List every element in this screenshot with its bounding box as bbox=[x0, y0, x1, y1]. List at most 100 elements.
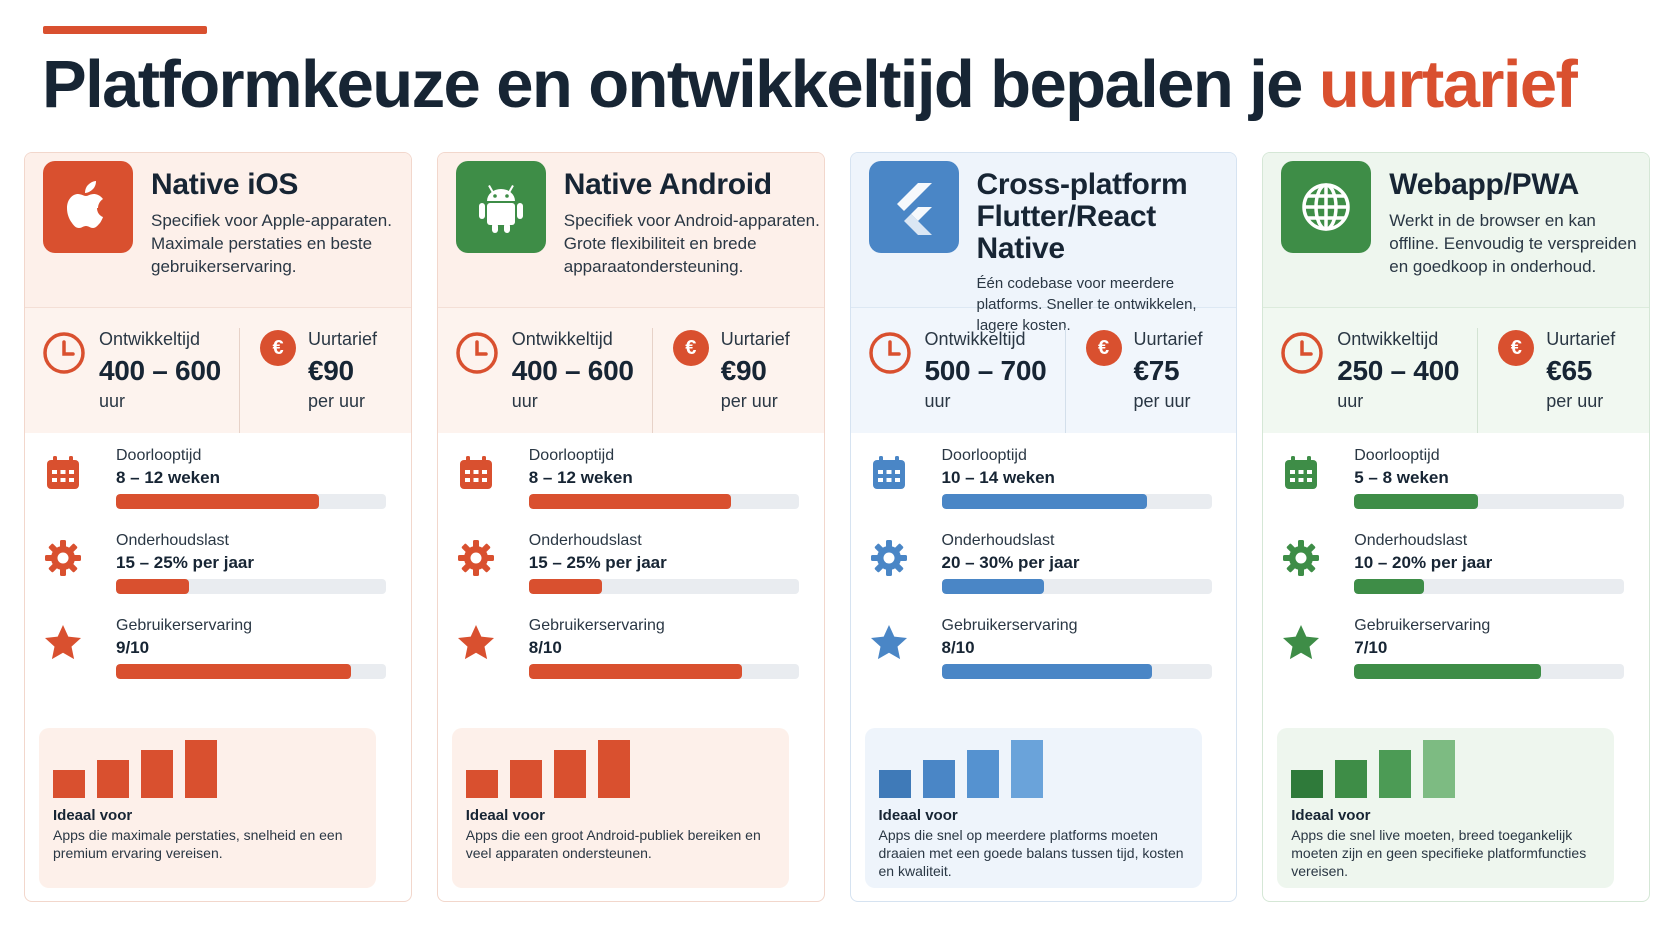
stat-value: 20 – 30% per jaar bbox=[941, 553, 1080, 572]
stat-onderhoudslast: Onderhoudslast 10 – 20% per jaar bbox=[1281, 530, 1649, 615]
dev-time-metric: Ontwikkeltijd 400 – 600 uur bbox=[25, 328, 240, 433]
bar bbox=[465, 770, 498, 798]
progress-fill bbox=[116, 664, 351, 679]
card-title: Native iOS bbox=[151, 168, 299, 201]
ideal-for-box: Ideaal voor Apps die snel op meerdere pl… bbox=[864, 728, 1202, 888]
stat-label: Doorlooptijd bbox=[528, 447, 615, 464]
android-icon bbox=[455, 161, 546, 253]
bar bbox=[141, 750, 173, 798]
progress-fill bbox=[116, 579, 189, 594]
stat-progress-bar bbox=[1354, 579, 1625, 594]
bar bbox=[1423, 740, 1456, 798]
stat-label: Gebruikerservaring bbox=[941, 617, 1078, 634]
calendar-icon bbox=[872, 456, 905, 489]
rate-value: €90 bbox=[720, 355, 767, 386]
bar bbox=[966, 750, 999, 798]
stat-value: 8/10 bbox=[941, 638, 975, 657]
stat-value: 8/10 bbox=[528, 638, 562, 657]
rate-metric: € Uurtarief €75 per uur bbox=[1066, 328, 1203, 433]
metrics-row: Ontwikkeltijd 400 – 600 uur € Uurtarief … bbox=[25, 308, 411, 433]
bar bbox=[1335, 760, 1368, 798]
stat-value: 15 – 25% per jaar bbox=[116, 553, 254, 572]
stat-gebruikerservaring: Gebruikerservaring 9/10 bbox=[43, 615, 411, 700]
stat-value: 5 – 8 weken bbox=[1354, 468, 1449, 487]
rate-label: Uurtarief bbox=[1133, 329, 1203, 349]
ideal-text: Apps die snel live moeten, breed toegank… bbox=[1291, 827, 1587, 879]
stats-list: Doorlooptijd 10 – 14 weken Onderhoudslas… bbox=[851, 433, 1237, 700]
stat-progress-bar bbox=[1354, 664, 1625, 679]
stat-label: Gebruikerservaring bbox=[116, 617, 253, 634]
ideal-text: Apps die maximale perstaties, snelheid e… bbox=[53, 827, 343, 861]
bar bbox=[597, 740, 630, 798]
card-description: Één codebase voor meerdere platforms. Sn… bbox=[976, 275, 1197, 334]
stat-progress-bar bbox=[1354, 494, 1625, 509]
bar bbox=[97, 760, 129, 798]
platform-cards: Native iOS Specifiek voor Apple-apparate… bbox=[24, 152, 1650, 902]
stat-progress-bar bbox=[941, 579, 1212, 594]
stat-onderhoudslast: Onderhoudslast 20 – 30% per jaar bbox=[869, 530, 1237, 615]
apple-icon bbox=[43, 161, 133, 253]
euro-icon: € bbox=[672, 330, 709, 366]
card-title: Native Android bbox=[563, 168, 772, 201]
calendar-icon bbox=[47, 456, 79, 489]
stat-label: Doorlooptijd bbox=[941, 447, 1027, 464]
card-description: Werkt in de browser en kan offline. Eenv… bbox=[1389, 211, 1637, 276]
rate-label: Uurtarief bbox=[720, 329, 790, 349]
stat-progress-bar bbox=[528, 579, 799, 594]
metrics-row: Ontwikkeltijd 250 – 400 uur € Uurtarief … bbox=[1263, 308, 1649, 433]
bar bbox=[922, 760, 955, 798]
clock-icon bbox=[456, 332, 498, 374]
rate-unit: per uur bbox=[1546, 391, 1604, 411]
calendar-icon bbox=[1285, 456, 1318, 489]
rate-metric: € Uurtarief €90 per uur bbox=[653, 328, 790, 433]
stat-value: 10 – 14 weken bbox=[941, 468, 1055, 487]
rate-label: Uurtarief bbox=[1546, 329, 1616, 349]
bar-graphic-icon bbox=[53, 740, 217, 798]
card-header: Webapp/PWA Werkt in de browser en kan of… bbox=[1263, 153, 1649, 308]
bar-graphic-icon bbox=[465, 740, 630, 798]
dev-time-unit: uur bbox=[1337, 391, 1364, 411]
stat-label: Onderhoudslast bbox=[1354, 532, 1468, 549]
ideal-for-box: Ideaal voor Apps die snel live moeten, b… bbox=[1277, 728, 1615, 888]
bar bbox=[53, 770, 85, 798]
progress-fill bbox=[941, 494, 1147, 509]
globe-icon bbox=[1281, 161, 1372, 253]
gear-icon bbox=[457, 540, 494, 576]
progress-fill bbox=[1354, 664, 1541, 679]
card-header: Native iOS Specifiek voor Apple-apparate… bbox=[25, 153, 411, 308]
stat-value: 15 – 25% per jaar bbox=[528, 553, 667, 572]
gear-icon bbox=[1283, 540, 1320, 576]
ideal-title: Ideaal voor bbox=[1291, 807, 1371, 824]
bar bbox=[1010, 740, 1043, 798]
stat-progress-bar bbox=[528, 664, 799, 679]
card-native-ios: Native iOS Specifiek voor Apple-apparate… bbox=[24, 152, 412, 902]
stats-list: Doorlooptijd 8 – 12 weken Onderhoudslast… bbox=[25, 433, 411, 700]
stat-label: Onderhoudslast bbox=[941, 532, 1055, 549]
stat-gebruikerservaring: Gebruikerservaring 8/10 bbox=[456, 615, 824, 700]
stat-progress-bar bbox=[116, 664, 386, 679]
bar bbox=[553, 750, 586, 798]
dev-time-unit: uur bbox=[511, 391, 538, 411]
card-header: Native Android Specifiek voor Android-ap… bbox=[437, 153, 824, 308]
rate-label: Uurtarief bbox=[308, 329, 378, 349]
gear-icon bbox=[870, 540, 907, 576]
card-description: Specifiek voor Apple-apparaten. Maximale… bbox=[151, 211, 392, 276]
stat-value: 10 – 20% per jaar bbox=[1354, 553, 1493, 572]
dev-time-value: 400 – 600 bbox=[511, 355, 634, 386]
title-accent-line bbox=[43, 26, 207, 34]
rate-unit: per uur bbox=[720, 391, 778, 411]
metrics-row: Ontwikkeltijd 500 – 700 uur € Uurtarief … bbox=[850, 308, 1237, 433]
gear-icon bbox=[45, 540, 81, 576]
rate-metric: € Uurtarief €65 per uur bbox=[1478, 328, 1615, 433]
card-webapp-pwa: Webapp/PWA Werkt in de browser en kan of… bbox=[1262, 152, 1650, 902]
dev-time-metric: Ontwikkeltijd 250 – 400 uur bbox=[1263, 328, 1479, 433]
page-title: Platformkeuze en ontwikkeltijd bepalen j… bbox=[42, 47, 1578, 122]
bar bbox=[1379, 750, 1412, 798]
star-icon bbox=[457, 625, 494, 660]
ideal-title: Ideaal voor bbox=[53, 807, 133, 824]
dev-time-value: 500 – 700 bbox=[924, 355, 1047, 386]
dev-time-metric: Ontwikkeltijd 500 – 700 uur bbox=[851, 328, 1066, 433]
dev-time-metric: Ontwikkeltijd 400 – 600 uur bbox=[438, 328, 653, 433]
stat-doorlooptijd: Doorlooptijd 5 – 8 weken bbox=[1281, 445, 1649, 530]
bar bbox=[1291, 770, 1324, 798]
